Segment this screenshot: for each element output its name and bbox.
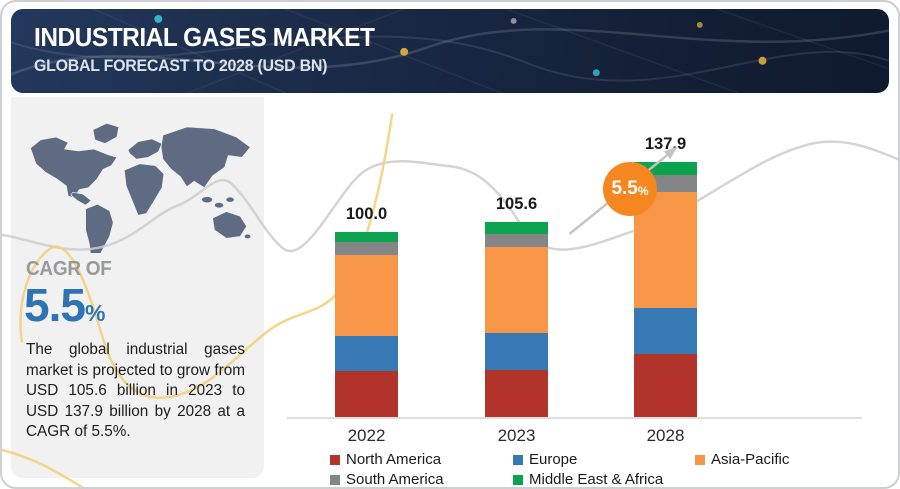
bar-segment-north-america[interactable] — [634, 354, 697, 417]
world-map-graphic — [30, 122, 252, 253]
cagr-badge: 5.5 % — [603, 162, 657, 216]
legend-swatch-asia-pacific — [695, 454, 705, 465]
bar-segment-north-america[interactable] — [485, 369, 548, 417]
bar-segment-south-america[interactable] — [485, 233, 548, 247]
legend-item-north-america[interactable]: North America — [330, 451, 441, 468]
stacked-bar-2022[interactable] — [335, 232, 398, 418]
market-summary-text: The global industrial gases market is pr… — [26, 341, 245, 441]
bar-segment-asia-pacific[interactable] — [335, 255, 398, 336]
legend-item-middle-east-africa[interactable]: Middle East & Africa — [513, 471, 664, 488]
legend-swatch-middle-east-africa — [513, 474, 523, 485]
bar-total-label: 105.6 — [495, 194, 538, 213]
percent-sign: % — [637, 183, 649, 198]
bar-segment-south-america[interactable] — [335, 242, 398, 256]
page-subtitle: GLOBAL FORECAST TO 2028 (USD BN) — [34, 56, 328, 75]
legend-label: Europe — [529, 451, 578, 468]
stacked-bar-chart: 100.0 105.6 137.9 — [287, 97, 862, 419]
header-banner: INDUSTRIAL GASES MARKET GLOBAL FORECAST … — [11, 9, 889, 93]
legend-swatch-europe — [513, 454, 523, 465]
x-axis-label: 2022 — [347, 426, 386, 445]
legend-item-south-america[interactable]: South America — [330, 471, 444, 488]
bar-total-label: 100.0 — [345, 205, 388, 223]
legend-label: Asia-Pacific — [711, 451, 790, 468]
page-title: INDUSTRIAL GASES MARKET — [34, 22, 375, 52]
x-axis-label: 2023 — [497, 426, 536, 445]
stacked-bar-2023[interactable] — [485, 221, 548, 417]
bar-segment-asia-pacific[interactable] — [485, 246, 548, 333]
cagr-badge-value: 5.5 — [611, 178, 638, 199]
chart-legend: North America Europe Asia-Pacific South Ame… — [264, 450, 898, 488]
bar-segment-europe[interactable] — [335, 335, 398, 371]
legend-swatch-south-america — [330, 474, 340, 485]
cagr-value: 5.5% — [24, 279, 105, 331]
legend-label: Middle East & Africa — [529, 471, 664, 488]
bar-segment-middle-east-africa[interactable] — [485, 221, 548, 234]
legend-swatch-north-america — [330, 454, 340, 465]
legend-label: North America — [346, 451, 442, 468]
bar-segment-europe[interactable] — [634, 307, 697, 355]
header-network-decoration — [11, 9, 889, 93]
legend-item-asia-pacific[interactable]: Asia-Pacific — [695, 451, 789, 468]
bar-total-label: 137.9 — [644, 134, 687, 153]
bar-segment-europe[interactable] — [485, 332, 548, 370]
legend-label: South America — [346, 471, 444, 488]
x-axis-label: 2028 — [646, 426, 685, 445]
legend-item-europe[interactable]: Europe — [513, 451, 577, 468]
x-axis: 2022 2023 2028 — [287, 426, 862, 446]
bar-segment-middle-east-africa[interactable] — [335, 232, 398, 243]
bar-segment-north-america[interactable] — [335, 370, 398, 418]
